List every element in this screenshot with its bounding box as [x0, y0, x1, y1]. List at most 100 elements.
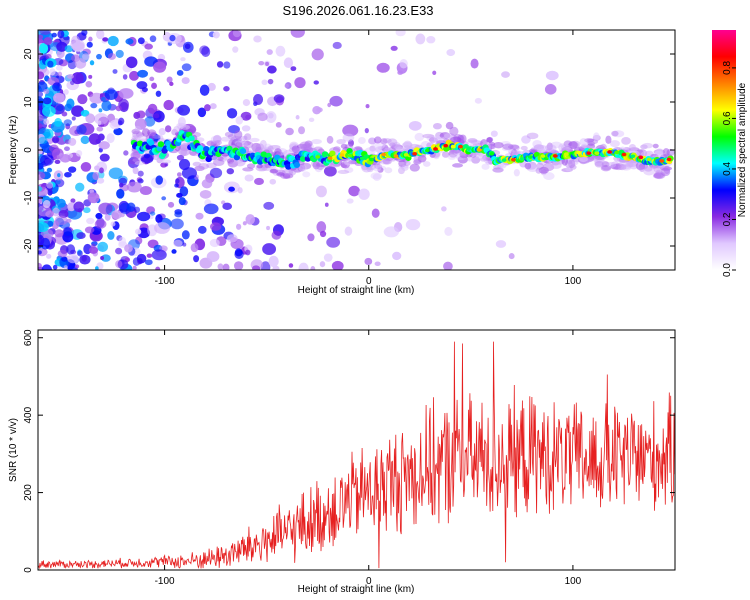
peak-blob: [594, 151, 600, 155]
noise-blob: [212, 31, 220, 39]
noise-blob: [271, 230, 282, 240]
noise-blob: [90, 103, 98, 109]
noise-blob: [240, 111, 252, 121]
noise-blob: [110, 221, 116, 227]
noise-blob: [107, 53, 116, 60]
halo-blob: [130, 151, 141, 160]
noise-blob: [137, 170, 144, 177]
noise-blob: [181, 230, 190, 240]
noise-blob: [153, 61, 167, 73]
colorbar: 0.0 0.2 0.4 0.6 0.8 Normalized spectral ampl…: [712, 30, 748, 277]
halo-blob: [281, 168, 294, 176]
noise-blob: [67, 59, 77, 70]
noise-blob: [290, 30, 305, 38]
noise-blob: [38, 34, 44, 40]
noise-blob: [38, 221, 49, 233]
noise-blob: [294, 77, 306, 89]
noise-blob: [414, 132, 425, 142]
noise-blob: [177, 104, 191, 116]
halo-blob: [422, 133, 435, 139]
noise-blob: [307, 233, 315, 242]
x-tick-label: 100: [565, 276, 582, 287]
noise-blob: [242, 221, 247, 226]
noise-blob: [169, 81, 174, 87]
noise-blob: [197, 107, 207, 118]
noise-blob: [113, 127, 123, 136]
halo-blob: [447, 154, 457, 160]
y-tick-label: 0: [23, 567, 34, 573]
noise-blob: [53, 92, 65, 103]
ridge-blob: [233, 154, 241, 161]
snr-series-line: [38, 341, 675, 570]
noise-blob: [79, 254, 91, 265]
noise-blob: [408, 120, 422, 131]
halo-blob: [380, 138, 388, 145]
noise-blob: [190, 243, 199, 253]
ridge-blob: [285, 163, 292, 170]
noise-blob: [295, 115, 300, 120]
noise-blob: [100, 254, 111, 262]
noise-blob: [444, 226, 453, 236]
noise-blob: [254, 177, 264, 186]
snr-frame: [37, 329, 676, 571]
noise-blob: [288, 263, 294, 268]
noise-blob: [165, 125, 172, 133]
halo-blob: [481, 163, 490, 170]
noise-blob: [233, 261, 244, 270]
halo-blob: [579, 138, 588, 146]
noise-blob: [85, 81, 93, 88]
noise-blob: [112, 69, 118, 74]
noise-blob: [253, 35, 262, 43]
noise-blob: [67, 263, 78, 270]
noise-blob: [54, 178, 65, 188]
noise-blob: [38, 186, 43, 192]
noise-blob: [348, 185, 361, 197]
peak-blob: [369, 157, 374, 162]
halo-blob: [198, 163, 210, 170]
halo-blob: [485, 160, 494, 165]
noise-blob: [143, 153, 151, 159]
noise-blob: [38, 136, 48, 145]
noise-blob: [332, 41, 342, 50]
noise-blob: [508, 253, 515, 260]
halo-blob: [403, 140, 413, 149]
noise-blob: [125, 56, 138, 69]
noise-blob: [244, 174, 254, 182]
halo-blob: [337, 169, 350, 175]
noise-blob: [315, 185, 327, 198]
colorbar-ticks: 0.0 0.2 0.4 0.6 0.8: [722, 61, 736, 277]
halo-blob: [520, 145, 528, 151]
noise-blob: [108, 167, 123, 180]
y-tick-label: -20: [23, 238, 34, 253]
peak-blob: [501, 158, 507, 162]
noise-blob: [284, 83, 289, 88]
noise-blob: [146, 253, 153, 258]
noise-blob: [87, 192, 100, 204]
noise-blob: [38, 115, 44, 122]
noise-blob: [312, 105, 322, 115]
halo-blob: [180, 147, 188, 157]
halo-blob: [621, 137, 631, 145]
noise-blob: [94, 113, 109, 125]
noise-blob: [181, 77, 190, 84]
halo-blob: [663, 165, 671, 175]
noise-blob: [173, 239, 183, 247]
noise-blob: [82, 53, 90, 60]
noise-blob: [501, 71, 510, 78]
noise-blob: [80, 162, 92, 172]
halo-blob: [244, 133, 252, 141]
noise-blob: [98, 202, 113, 215]
noise-blob: [166, 76, 173, 83]
peak-blob: [412, 151, 418, 156]
halo-blob: [384, 167, 393, 174]
noise-blob: [71, 105, 85, 117]
noise-blob: [63, 265, 68, 270]
noise-blob: [358, 188, 370, 200]
noise-blob: [47, 60, 54, 68]
snr-y-ticks: 0 200 400 600: [23, 329, 675, 573]
noise-blob: [49, 68, 56, 76]
spectrogram-x-ticks: -100 0 100: [155, 30, 582, 287]
noise-blob: [326, 236, 341, 248]
peak-blob: [393, 154, 399, 158]
noise-blob: [67, 202, 76, 212]
